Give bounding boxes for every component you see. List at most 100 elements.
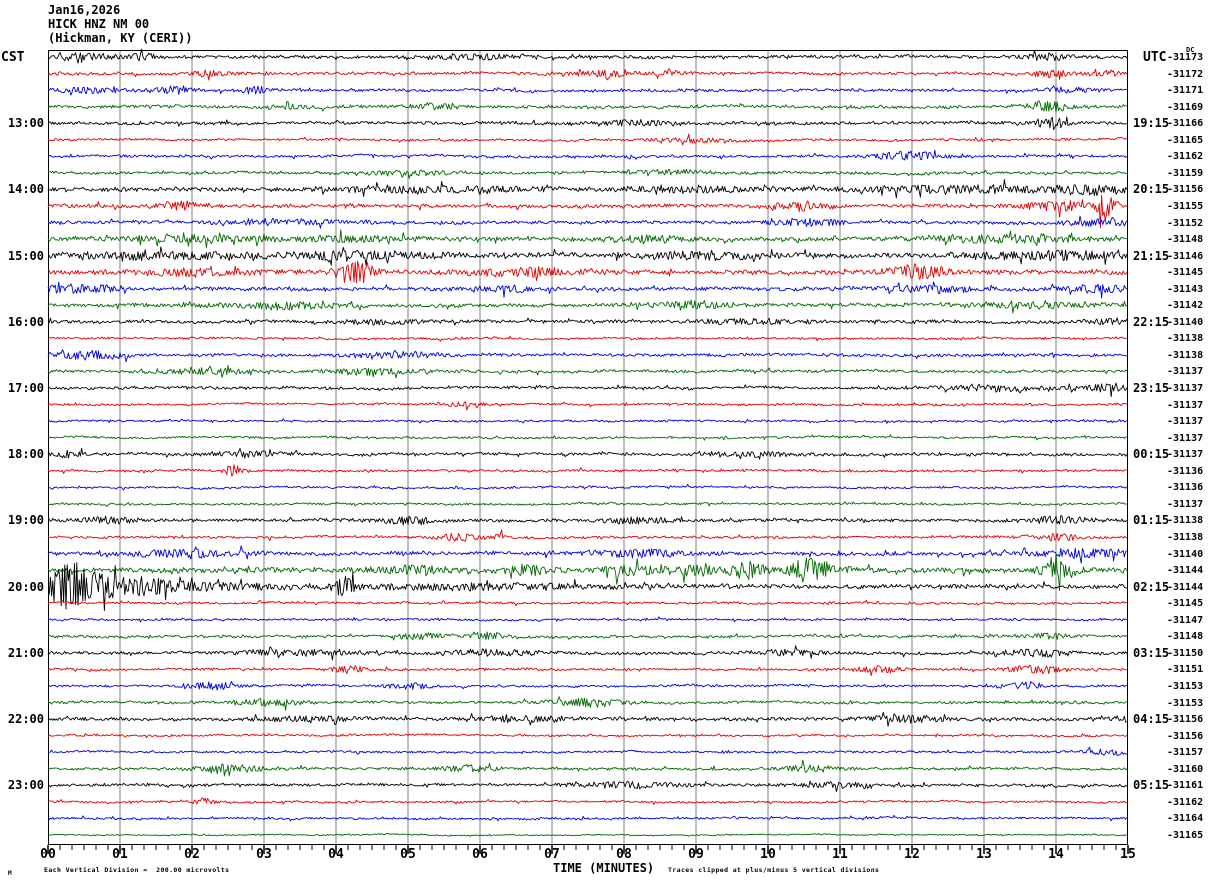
utc-time-label: 00:15 <box>1133 447 1170 462</box>
helicorder-plot-area <box>47 48 1129 857</box>
trace-offset-value: -31137 <box>1167 498 1204 510</box>
x-tick-label: 03 <box>256 847 272 862</box>
trace-offset-value: -31145 <box>1167 267 1204 279</box>
trace-offset-value: -31136 <box>1167 482 1204 494</box>
cst-time-label: 15:00 <box>7 248 44 263</box>
trace-offset-value: -31140 <box>1167 548 1204 560</box>
cst-time-label: 14:00 <box>7 182 44 197</box>
trace-offset-value: -31138 <box>1167 349 1204 361</box>
x-tick-label: 11 <box>832 847 848 862</box>
trace-offset-value: -31156 <box>1167 730 1204 742</box>
x-tick-label: 07 <box>544 847 560 862</box>
seismo-trace-row-23 <box>47 434 1127 441</box>
seismo-trace-row-2 <box>47 85 1127 96</box>
trace-offset-value: -31138 <box>1167 333 1204 345</box>
seismo-trace-row-4 <box>47 116 1128 131</box>
corner-mark: M <box>8 870 12 877</box>
trace-offset-value: -31146 <box>1167 250 1204 262</box>
seismo-trace-row-14 <box>47 281 1128 299</box>
seismo-trace-row-31 <box>47 552 1128 591</box>
cst-time-label: 23:00 <box>7 778 44 793</box>
seismo-trace-row-20 <box>47 382 1128 398</box>
trace-offset-value: -31165 <box>1167 829 1204 841</box>
seismo-trace-row-22 <box>47 418 1127 424</box>
trace-offset-value: -31152 <box>1167 217 1204 229</box>
trace-offset-value: -31137 <box>1167 399 1204 411</box>
cst-time-label: 18:00 <box>7 447 44 462</box>
trace-offset-value: -31137 <box>1167 383 1204 394</box>
seismo-trace-row-34 <box>47 616 1127 623</box>
trace-offset-value: -31144 <box>1167 565 1204 577</box>
seismo-trace-row-12 <box>47 246 1128 266</box>
seismo-trace-row-29 <box>47 529 1127 542</box>
trace-offset-value: -31171 <box>1167 85 1204 97</box>
utc-time-label: 03:15 <box>1133 645 1170 660</box>
x-tick-label: 14 <box>1048 847 1064 862</box>
seismo-trace-row-38 <box>47 680 1127 691</box>
x-tick-label: 09 <box>688 847 704 862</box>
trace-offset-value: -31155 <box>1167 201 1204 212</box>
seismo-trace-row-40 <box>47 711 1127 727</box>
trace-offset-value: -31172 <box>1167 68 1204 80</box>
seismo-trace-row-10 <box>47 215 1128 229</box>
trace-offset-value: -31165 <box>1167 134 1204 146</box>
utc-time-label: 22:15 <box>1133 314 1170 329</box>
footer-scale-note: Each Vertical Division = 200.00 microvol… <box>44 866 230 874</box>
seismo-trace-row-5 <box>47 133 1128 146</box>
trace-offset-value: -31147 <box>1167 614 1204 626</box>
seismo-trace-row-33 <box>47 599 1127 607</box>
footer-clip-note: Traces clipped at plus/minus 5 vertical … <box>668 866 880 874</box>
seismo-trace-row-36 <box>47 645 1128 661</box>
trace-offset-value: -31143 <box>1167 283 1204 295</box>
seismo-trace-row-11 <box>47 229 1127 249</box>
title-date: Jan16,2026 <box>48 3 121 17</box>
trace-offset-value: -31137 <box>1167 449 1204 461</box>
trace-offset-value: -31144 <box>1167 581 1204 593</box>
seismo-trace-row-24 <box>47 447 1128 460</box>
trace-offset-value: -31156 <box>1167 714 1204 725</box>
trace-offset-value: -31138 <box>1167 532 1204 543</box>
trace-offset-value: -31156 <box>1167 184 1204 196</box>
seismo-trace-row-21 <box>47 401 1128 411</box>
seismo-trace-row-19 <box>47 364 1128 379</box>
seismo-trace-row-32 <box>47 562 1127 612</box>
seismo-trace-row-25 <box>47 464 1127 477</box>
title-location: (Hickman, KY (CERI)) <box>48 31 193 45</box>
cst-time-label: 20:00 <box>7 579 44 594</box>
x-tick-label: 10 <box>760 847 776 862</box>
x-tick-label: 06 <box>472 847 488 862</box>
seismo-trace-row-37 <box>47 664 1127 677</box>
trace-offset-value: -31164 <box>1167 813 1204 825</box>
seismo-trace-row-47 <box>47 833 1127 837</box>
utc-time-label: 20:15 <box>1133 182 1170 197</box>
trace-offset-value: -31162 <box>1167 151 1204 163</box>
cst-time-label: 19:00 <box>7 513 44 528</box>
seismo-trace-row-39 <box>47 696 1127 711</box>
trace-offset-value: -31136 <box>1167 465 1204 477</box>
trace-offset-value: -31162 <box>1167 796 1204 808</box>
cst-time-label: 21:00 <box>7 645 44 660</box>
seismogram-traces-canvas <box>47 48 1129 854</box>
utc-time-label: 05:15 <box>1133 778 1170 793</box>
trace-offset-value: -31137 <box>1167 432 1204 444</box>
cst-time-label: 22:00 <box>7 712 44 726</box>
seismo-trace-row-6 <box>47 149 1128 161</box>
cst-time-label: 17:00 <box>7 381 44 395</box>
x-tick-label: 13 <box>976 847 992 862</box>
trace-offset-value: -31151 <box>1167 664 1204 676</box>
seismo-trace-row-17 <box>47 335 1127 342</box>
utc-header: UTC <box>1143 50 1167 65</box>
trace-offset-value: -31137 <box>1167 416 1204 428</box>
seismo-trace-row-41 <box>47 732 1128 739</box>
seismo-trace-row-30 <box>47 545 1128 564</box>
seismo-trace-row-46 <box>47 814 1128 822</box>
dc-offset-label: DC <box>1186 46 1195 54</box>
trace-offset-value: -31166 <box>1167 118 1204 130</box>
utc-time-label: 21:15 <box>1133 248 1170 263</box>
seismo-trace-row-1 <box>47 68 1128 81</box>
trace-offset-value: -31159 <box>1167 167 1204 179</box>
utc-time-label: 02:15 <box>1133 579 1170 594</box>
trace-offset-value: -31148 <box>1167 234 1204 246</box>
trace-offset-value: -31157 <box>1167 747 1204 759</box>
